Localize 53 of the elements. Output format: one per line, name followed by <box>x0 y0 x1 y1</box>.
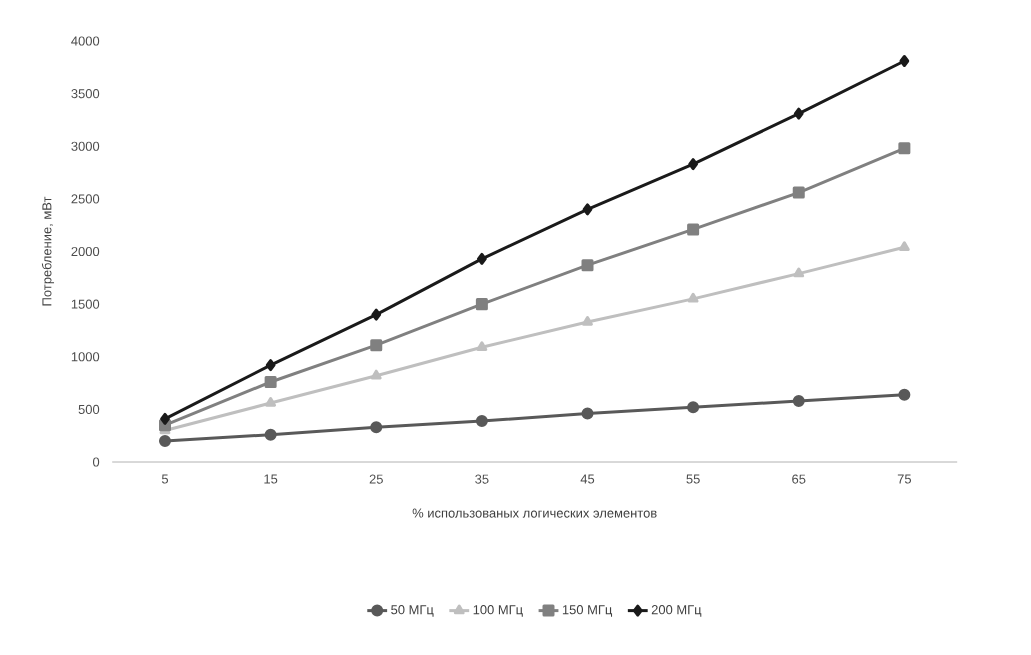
x-tick-label: 15 <box>264 474 278 484</box>
point <box>159 434 171 447</box>
x-tick-label: 5 <box>161 474 169 484</box>
point <box>898 142 911 155</box>
point <box>687 292 699 303</box>
y-tick-label: 0 <box>92 457 100 467</box>
point <box>582 203 593 216</box>
point <box>475 414 488 427</box>
x-axis-title: % использованых логических элементов <box>412 508 657 518</box>
point <box>793 107 804 120</box>
point <box>898 241 910 252</box>
point <box>898 388 911 401</box>
legend-label: 150 МГц <box>562 605 613 617</box>
x-tick-label: 25 <box>369 474 383 484</box>
point <box>370 369 382 380</box>
legend-label: 100 МГц <box>473 605 523 617</box>
point <box>264 376 277 389</box>
point <box>265 397 277 407</box>
point <box>475 298 488 311</box>
y-tick-label: 3000 <box>71 141 100 151</box>
point <box>687 223 700 236</box>
point <box>370 421 383 434</box>
point <box>370 339 383 352</box>
point <box>792 186 805 199</box>
y-tick-label: 1000 <box>71 352 100 362</box>
x-tick-label: 35 <box>475 474 489 484</box>
y-tick-label: 2500 <box>71 194 100 204</box>
point <box>371 308 382 321</box>
point <box>793 267 805 278</box>
legend-label: 50 МГц <box>391 605 434 617</box>
point <box>160 412 170 425</box>
point <box>687 401 700 414</box>
point <box>899 54 910 67</box>
y-tick-label: 2000 <box>71 246 100 257</box>
point <box>581 407 594 420</box>
y-tick-label: 3500 <box>71 89 100 99</box>
x-tick-label: 65 <box>792 474 806 484</box>
x-tick-label: 45 <box>580 474 595 484</box>
point <box>477 252 487 265</box>
point <box>688 158 698 171</box>
point <box>582 316 593 326</box>
point <box>581 259 594 272</box>
point <box>264 428 277 441</box>
y-tick-label: 1500 <box>71 299 100 309</box>
legend-label: 200 МГц <box>651 605 702 617</box>
y-axis-title: Потребление, мВт <box>41 196 55 306</box>
x-tick-label: 55 <box>686 474 700 484</box>
y-tick-label: 500 <box>78 404 100 414</box>
y-tick-label: 4000 <box>71 36 100 46</box>
point <box>792 394 805 407</box>
x-tick-label: 75 <box>897 474 912 484</box>
point <box>476 341 488 352</box>
point <box>265 359 276 372</box>
